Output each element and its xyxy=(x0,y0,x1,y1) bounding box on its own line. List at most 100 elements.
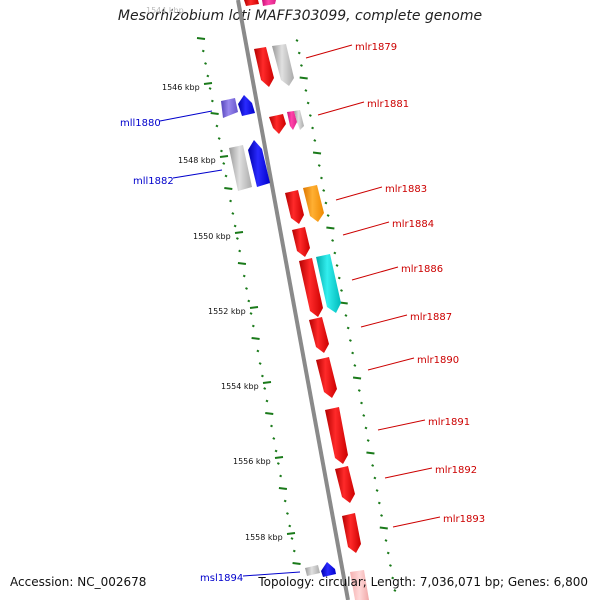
tick-mark xyxy=(344,314,348,317)
kbp-tick xyxy=(219,155,229,158)
kbp-tick xyxy=(262,381,272,384)
tick-mark xyxy=(290,537,294,540)
tick-mark xyxy=(270,424,273,428)
tick-mark xyxy=(391,576,395,580)
gene-label-msl1894[interactable]: msl1894 xyxy=(200,573,243,584)
gene-arrow[interactable] xyxy=(254,47,274,87)
gene-arrow[interactable] xyxy=(309,317,329,353)
gene-arrow[interactable] xyxy=(285,190,304,224)
tick-mark xyxy=(297,51,301,55)
tick-mark xyxy=(233,224,237,228)
tick-mark xyxy=(242,274,246,278)
gene-arrow[interactable] xyxy=(335,466,355,503)
tick-mark xyxy=(249,312,253,315)
gene-arrow[interactable] xyxy=(292,227,310,257)
gene-label-mlr1884[interactable]: mlr1884 xyxy=(392,219,434,230)
tick-mark xyxy=(373,476,377,480)
tick-mark xyxy=(304,89,308,92)
gene-arrow[interactable] xyxy=(321,562,336,577)
gene-label-mlr1886[interactable]: mlr1886 xyxy=(401,264,443,275)
tick-marks-inner xyxy=(196,37,301,565)
tick-mark xyxy=(331,239,335,242)
gene-arrow[interactable] xyxy=(342,513,361,553)
gene-arrow[interactable] xyxy=(262,0,276,6)
gene-label-mll1882[interactable]: mll1882 xyxy=(133,176,174,187)
gene-arrow[interactable] xyxy=(229,145,252,191)
tick-mark xyxy=(351,351,355,355)
gene-label-mlr1881[interactable]: mlr1881 xyxy=(367,99,409,110)
tick-mark xyxy=(389,564,392,567)
label-leader-line xyxy=(384,467,433,479)
tick-mark xyxy=(231,212,235,215)
tick-mark xyxy=(263,387,267,390)
gene-arrow[interactable] xyxy=(305,565,320,576)
gene-label-mlr1887[interactable]: mlr1887 xyxy=(410,312,452,323)
topology-text: Topology: circular; Length: 7,036,071 bp… xyxy=(258,575,588,589)
tick-mark xyxy=(317,164,321,167)
tick-mark xyxy=(366,451,375,455)
tick-mark xyxy=(339,301,348,305)
gene-label-mlr1893[interactable]: mlr1893 xyxy=(443,514,485,525)
tick-mark xyxy=(256,349,260,353)
kbp-tick xyxy=(203,82,213,85)
tick-mark xyxy=(258,362,262,365)
tick-mark xyxy=(313,139,317,142)
tick-mark xyxy=(279,474,283,478)
tick-mark xyxy=(260,374,264,378)
label-leader-line xyxy=(351,266,399,281)
tick-mark xyxy=(204,62,207,65)
gene-arrow[interactable] xyxy=(269,114,286,134)
tick-mark xyxy=(335,264,339,267)
gene-arrow[interactable] xyxy=(272,44,294,86)
label-leader-line xyxy=(360,314,408,328)
tick-mark xyxy=(379,526,388,530)
tick-mark xyxy=(364,426,368,430)
tick-mark xyxy=(224,187,233,190)
gene-arrow[interactable] xyxy=(294,110,304,130)
tick-mark xyxy=(337,276,341,280)
tick-mark xyxy=(251,337,260,340)
kbp-label: 1550 kbp xyxy=(193,232,231,241)
tick-mark xyxy=(292,562,301,565)
gene-arrow[interactable] xyxy=(316,254,341,313)
tick-mark xyxy=(306,101,310,105)
gene-arrow[interactable] xyxy=(316,357,337,398)
tick-mark xyxy=(210,99,214,103)
gene-label-mlr1891[interactable]: mlr1891 xyxy=(428,417,470,428)
tick-mark xyxy=(300,64,303,67)
gene-arrow[interactable] xyxy=(350,570,369,600)
tick-mark xyxy=(380,514,383,517)
gene-label-mlr1883[interactable]: mlr1883 xyxy=(385,184,427,195)
label-leader-line xyxy=(242,571,301,577)
tick-mark xyxy=(362,414,366,417)
tick-mark xyxy=(196,37,206,40)
gene-label-mll1880[interactable]: mll1880 xyxy=(120,118,161,129)
gene-arrow[interactable] xyxy=(221,98,238,118)
gene-arrow[interactable] xyxy=(238,95,255,116)
gene-arrow[interactable] xyxy=(248,140,270,187)
gene-label-mlr1879[interactable]: mlr1879 xyxy=(355,42,397,53)
tick-mark xyxy=(346,326,350,330)
tick-mark xyxy=(220,149,223,153)
kbp-tick xyxy=(234,231,244,234)
tick-mark xyxy=(210,112,219,115)
tick-mark xyxy=(333,251,337,255)
tick-mark xyxy=(247,299,251,303)
gene-label-mlr1892[interactable]: mlr1892 xyxy=(435,465,477,476)
tick-mark xyxy=(283,499,287,503)
gene-arrow[interactable] xyxy=(287,111,297,130)
tick-mark xyxy=(274,449,278,453)
tick-mark xyxy=(265,412,274,415)
kbp-tick xyxy=(274,456,284,459)
tick-mark xyxy=(295,39,299,42)
gene-arrow[interactable] xyxy=(303,185,324,222)
forward-strand-genes xyxy=(244,0,369,600)
gene-arrow[interactable] xyxy=(244,0,259,6)
gene-arrow[interactable] xyxy=(299,258,323,317)
tick-mark xyxy=(237,262,247,265)
label-leader-line xyxy=(317,101,365,116)
tick-mark xyxy=(286,512,289,515)
gene-label-mlr1890[interactable]: mlr1890 xyxy=(417,355,459,366)
gene-arrow[interactable] xyxy=(325,407,348,464)
tick-mark xyxy=(288,524,292,528)
